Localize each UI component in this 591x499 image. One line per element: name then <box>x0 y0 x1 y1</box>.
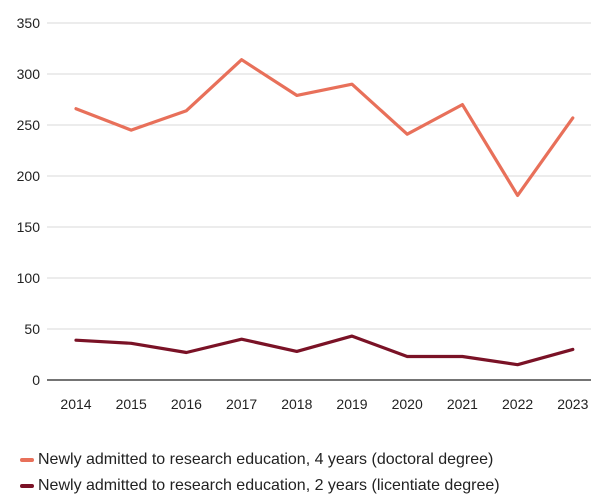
y-tick-label-350: 350 <box>17 15 41 31</box>
y-tick-label-200: 200 <box>17 168 41 184</box>
x-tick-label-2014: 2014 <box>60 396 91 412</box>
x-tick-label-2020: 2020 <box>392 396 423 412</box>
y-tick-label-250: 250 <box>17 117 41 133</box>
legend-swatch-doctoral <box>20 458 34 462</box>
x-tick-label-2017: 2017 <box>226 396 257 412</box>
legend-item-licentiate: Newly admitted to research education, 2 … <box>20 473 591 499</box>
legend-swatch-licentiate <box>20 484 34 488</box>
y-tick-label-100: 100 <box>17 270 41 286</box>
x-tick-label-2016: 2016 <box>171 396 202 412</box>
legend-label-doctoral: Newly admitted to research education, 4 … <box>38 451 494 468</box>
x-tick-label-2015: 2015 <box>116 396 147 412</box>
x-tick-label-2023: 2023 <box>557 396 588 412</box>
y-axis-tick-labels: 0 50 100 150 200 250 300 350 <box>17 15 41 388</box>
y-tick-label-50: 50 <box>24 321 40 337</box>
gridlines <box>47 22 591 330</box>
x-tick-label-2021: 2021 <box>447 396 478 412</box>
x-tick-label-2018: 2018 <box>281 396 312 412</box>
x-tick-label-2019: 2019 <box>336 396 367 412</box>
legend: Newly admitted to research education, 4 … <box>20 447 591 499</box>
x-axis-tick-labels: 2014 2015 2016 2017 2018 2019 2020 2021 2022 2023 <box>60 396 588 412</box>
y-tick-label-0: 0 <box>32 372 40 388</box>
x-tick-label-2022: 2022 <box>502 396 533 412</box>
y-tick-label-150: 150 <box>17 219 41 235</box>
series-lines <box>74 58 575 367</box>
series-line-licentiate <box>74 334 575 367</box>
legend-item-doctoral: Newly admitted to research education, 4 … <box>20 447 591 473</box>
series-line-doctoral <box>74 58 575 197</box>
legend-label-licentiate: Newly admitted to research education, 2 … <box>38 477 500 494</box>
y-tick-label-300: 300 <box>17 66 41 82</box>
